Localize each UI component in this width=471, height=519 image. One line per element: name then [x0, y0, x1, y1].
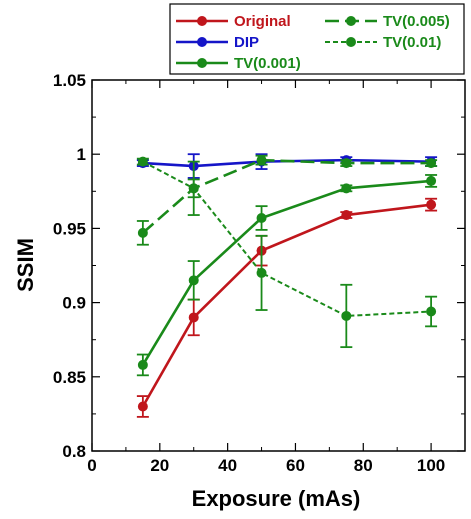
data-point — [256, 267, 267, 278]
x-tick-label: 100 — [417, 456, 445, 475]
legend-item: TV(0.01) — [325, 34, 441, 51]
legend-item: Original — [176, 13, 291, 30]
y-tick-label: 1.05 — [53, 71, 86, 90]
series — [136, 174, 438, 377]
data-point — [137, 401, 148, 412]
data-point — [256, 213, 267, 224]
series — [136, 153, 438, 179]
legend-item: DIP — [176, 34, 259, 51]
data-point — [426, 175, 437, 186]
legend: Original DIP TV(0.001) TV(0.005) TV(0.01) — [169, 3, 465, 75]
series-line — [142, 158, 432, 234]
data-point — [256, 155, 267, 166]
series — [136, 197, 438, 418]
y-tick-label: 0.8 — [62, 442, 86, 461]
x-axis-label: Exposure (mAs) — [192, 486, 361, 511]
legend-marker — [346, 37, 356, 47]
series — [136, 154, 438, 246]
legend-label: Original — [234, 13, 291, 30]
legend-label: TV(0.001) — [234, 55, 301, 72]
legend-marker — [197, 16, 207, 26]
plot-area: 0 20 40 60 80 100 0.8 0.85 0.9 0.95 1 1.05 — [53, 71, 466, 475]
y-axis-label: SSIM — [13, 238, 38, 292]
series-line — [142, 160, 432, 317]
data-point — [426, 158, 437, 169]
data-point — [188, 183, 199, 194]
x-tick-label: 80 — [354, 456, 373, 475]
legend-marker — [197, 58, 207, 68]
data-point — [341, 310, 352, 321]
legend-label: TV(0.01) — [383, 34, 441, 51]
data-point — [341, 183, 352, 194]
x-tick-label: 60 — [286, 456, 305, 475]
legend-label: TV(0.005) — [383, 13, 450, 30]
data-point — [426, 306, 437, 317]
legend-item: TV(0.005) — [325, 13, 450, 30]
data-point — [137, 227, 148, 238]
data-point — [188, 312, 199, 323]
x-tick-label: 40 — [218, 456, 237, 475]
y-tick-label: 1 — [77, 145, 86, 164]
data-point — [137, 359, 148, 370]
data-point — [341, 158, 352, 169]
legend-marker — [197, 37, 207, 47]
data-point — [341, 210, 352, 221]
data-point — [188, 275, 199, 286]
legend-label: DIP — [234, 34, 259, 51]
data-point — [137, 156, 148, 167]
x-tick-label: 20 — [150, 456, 169, 475]
legend-marker — [346, 16, 356, 26]
y-tick-label: 0.85 — [53, 368, 86, 387]
y-tick-label: 0.9 — [62, 294, 86, 313]
series — [136, 156, 438, 349]
legend-item: TV(0.001) — [176, 55, 301, 72]
y-tick-label: 0.95 — [53, 219, 86, 238]
x-tick-label: 0 — [87, 456, 96, 475]
series-line — [141, 179, 432, 366]
data-point — [426, 199, 437, 210]
series-line — [141, 203, 432, 408]
